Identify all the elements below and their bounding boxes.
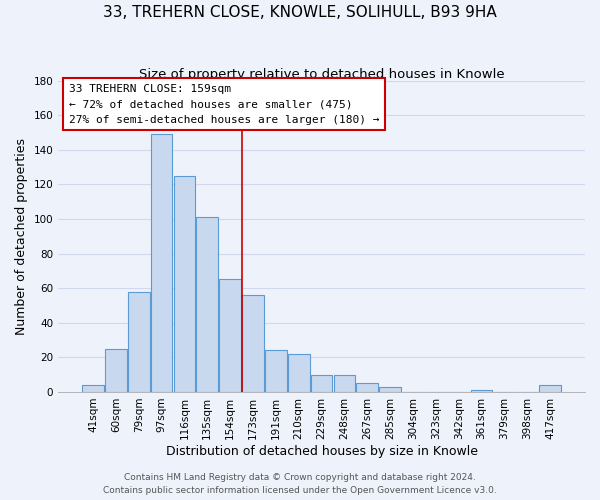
Bar (379, 387, 401, 392)
Bar (219, 280, 241, 392)
Bar (265, 350, 287, 392)
Title: Size of property relative to detached houses in Knowle: Size of property relative to detached ho… (139, 68, 505, 80)
Bar (311, 374, 332, 392)
Bar (242, 295, 264, 392)
Bar (196, 217, 218, 392)
Bar (288, 354, 310, 392)
Bar (128, 292, 149, 392)
Bar (105, 348, 127, 392)
Text: 33 TREHERN CLOSE: 159sqm
← 72% of detached houses are smaller (475)
27% of semi-: 33 TREHERN CLOSE: 159sqm ← 72% of detach… (69, 84, 379, 125)
Bar (539, 385, 561, 392)
Bar (356, 384, 378, 392)
Text: 33, TREHERN CLOSE, KNOWLE, SOLIHULL, B93 9HA: 33, TREHERN CLOSE, KNOWLE, SOLIHULL, B93… (103, 5, 497, 20)
Bar (173, 176, 195, 392)
Bar (471, 390, 493, 392)
Bar (151, 134, 172, 392)
Bar (82, 385, 104, 392)
Text: Contains HM Land Registry data © Crown copyright and database right 2024.
Contai: Contains HM Land Registry data © Crown c… (103, 474, 497, 495)
X-axis label: Distribution of detached houses by size in Knowle: Distribution of detached houses by size … (166, 444, 478, 458)
Y-axis label: Number of detached properties: Number of detached properties (15, 138, 28, 334)
Bar (334, 374, 355, 392)
